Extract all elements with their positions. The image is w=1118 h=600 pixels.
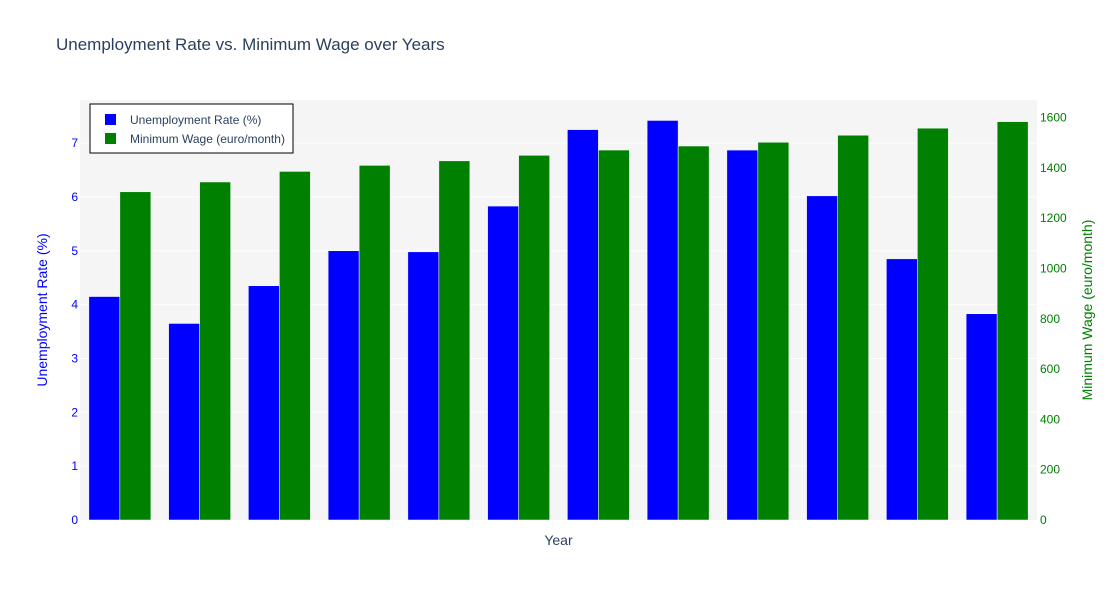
legend[interactable]: Unemployment Rate (%) Minimum Wage (euro…: [89, 103, 294, 154]
bar-minimum-wage[interactable]: [757, 142, 790, 521]
y-left-tick-label: 0: [71, 513, 78, 527]
chart-title: Unemployment Rate vs. Minimum Wage over …: [56, 35, 445, 54]
y-right-tick-label: 1600: [1040, 111, 1067, 125]
bar-unemployment-rate[interactable]: [487, 205, 519, 521]
bar-unemployment-rate[interactable]: [886, 258, 918, 521]
bar-minimum-wage[interactable]: [996, 121, 1029, 521]
y-right-tick-label: 400: [1040, 412, 1060, 426]
bar-unemployment-rate[interactable]: [726, 149, 759, 521]
bar-minimum-wage[interactable]: [837, 134, 869, 521]
bar-minimum-wage[interactable]: [199, 181, 231, 521]
y-left-tick-label: 5: [71, 244, 78, 258]
bar-unemployment-rate[interactable]: [88, 296, 121, 521]
legend-label-unemployment[interactable]: Unemployment Rate (%): [130, 113, 261, 127]
y-right-tick-label: 0: [1040, 513, 1047, 527]
bar-minimum-wage[interactable]: [119, 191, 152, 521]
y-left-tick-label: 3: [71, 351, 78, 365]
bar-minimum-wage[interactable]: [677, 145, 710, 521]
y-left-tick-label: 6: [71, 190, 78, 204]
legend-swatch-unemployment[interactable]: [105, 114, 116, 125]
legend-label-minimum-wage[interactable]: Minimum Wage (euro/month): [130, 132, 285, 146]
bars: [88, 120, 1029, 521]
y-right-tick-label: 800: [1040, 312, 1060, 326]
x-axis-title: Year: [544, 532, 573, 548]
y-right-ticks: 0 200 400 600 800 1000 1200 1400 1600: [1040, 111, 1067, 527]
bar-unemployment-rate[interactable]: [327, 250, 360, 521]
grid-lines: [80, 142, 1037, 467]
bar-unemployment-rate[interactable]: [407, 251, 440, 521]
bar-unemployment-rate[interactable]: [806, 195, 838, 521]
y-right-axis-title: Minimum Wage (euro/month): [1079, 220, 1095, 401]
bar-minimum-wage[interactable]: [917, 127, 949, 521]
bar-minimum-wage[interactable]: [518, 155, 550, 521]
legend-box: [89, 103, 294, 154]
y-left-ticks: 0 1 2 3 4 5 6 7: [71, 136, 78, 527]
y-right-tick-label: 200: [1040, 463, 1060, 477]
y-left-tick-label: 7: [71, 136, 78, 150]
bar-unemployment-rate[interactable]: [567, 129, 599, 521]
bar-unemployment-rate[interactable]: [168, 323, 200, 521]
y-right-tick-label: 600: [1040, 362, 1060, 376]
y-left-tick-label: 4: [71, 298, 78, 312]
y-right-tick-label: 1200: [1040, 211, 1067, 225]
y-left-tick-label: 2: [71, 405, 78, 419]
bar-minimum-wage[interactable]: [438, 160, 471, 521]
plot-area: [80, 100, 1037, 520]
bar-unemployment-rate[interactable]: [965, 313, 998, 521]
bar-minimum-wage[interactable]: [598, 149, 630, 521]
bar-unemployment-rate[interactable]: [248, 285, 280, 521]
legend-swatch-minimum-wage[interactable]: [105, 133, 116, 144]
y-left-tick-label: 1: [71, 459, 78, 473]
y-right-tick-label: 1400: [1040, 161, 1067, 175]
bar-unemployment-rate[interactable]: [646, 120, 679, 521]
bar-minimum-wage[interactable]: [358, 165, 391, 521]
y-left-axis-title: Unemployment Rate (%): [34, 233, 50, 386]
bar-minimum-wage[interactable]: [279, 171, 311, 521]
y-right-tick-label: 1000: [1040, 262, 1067, 276]
